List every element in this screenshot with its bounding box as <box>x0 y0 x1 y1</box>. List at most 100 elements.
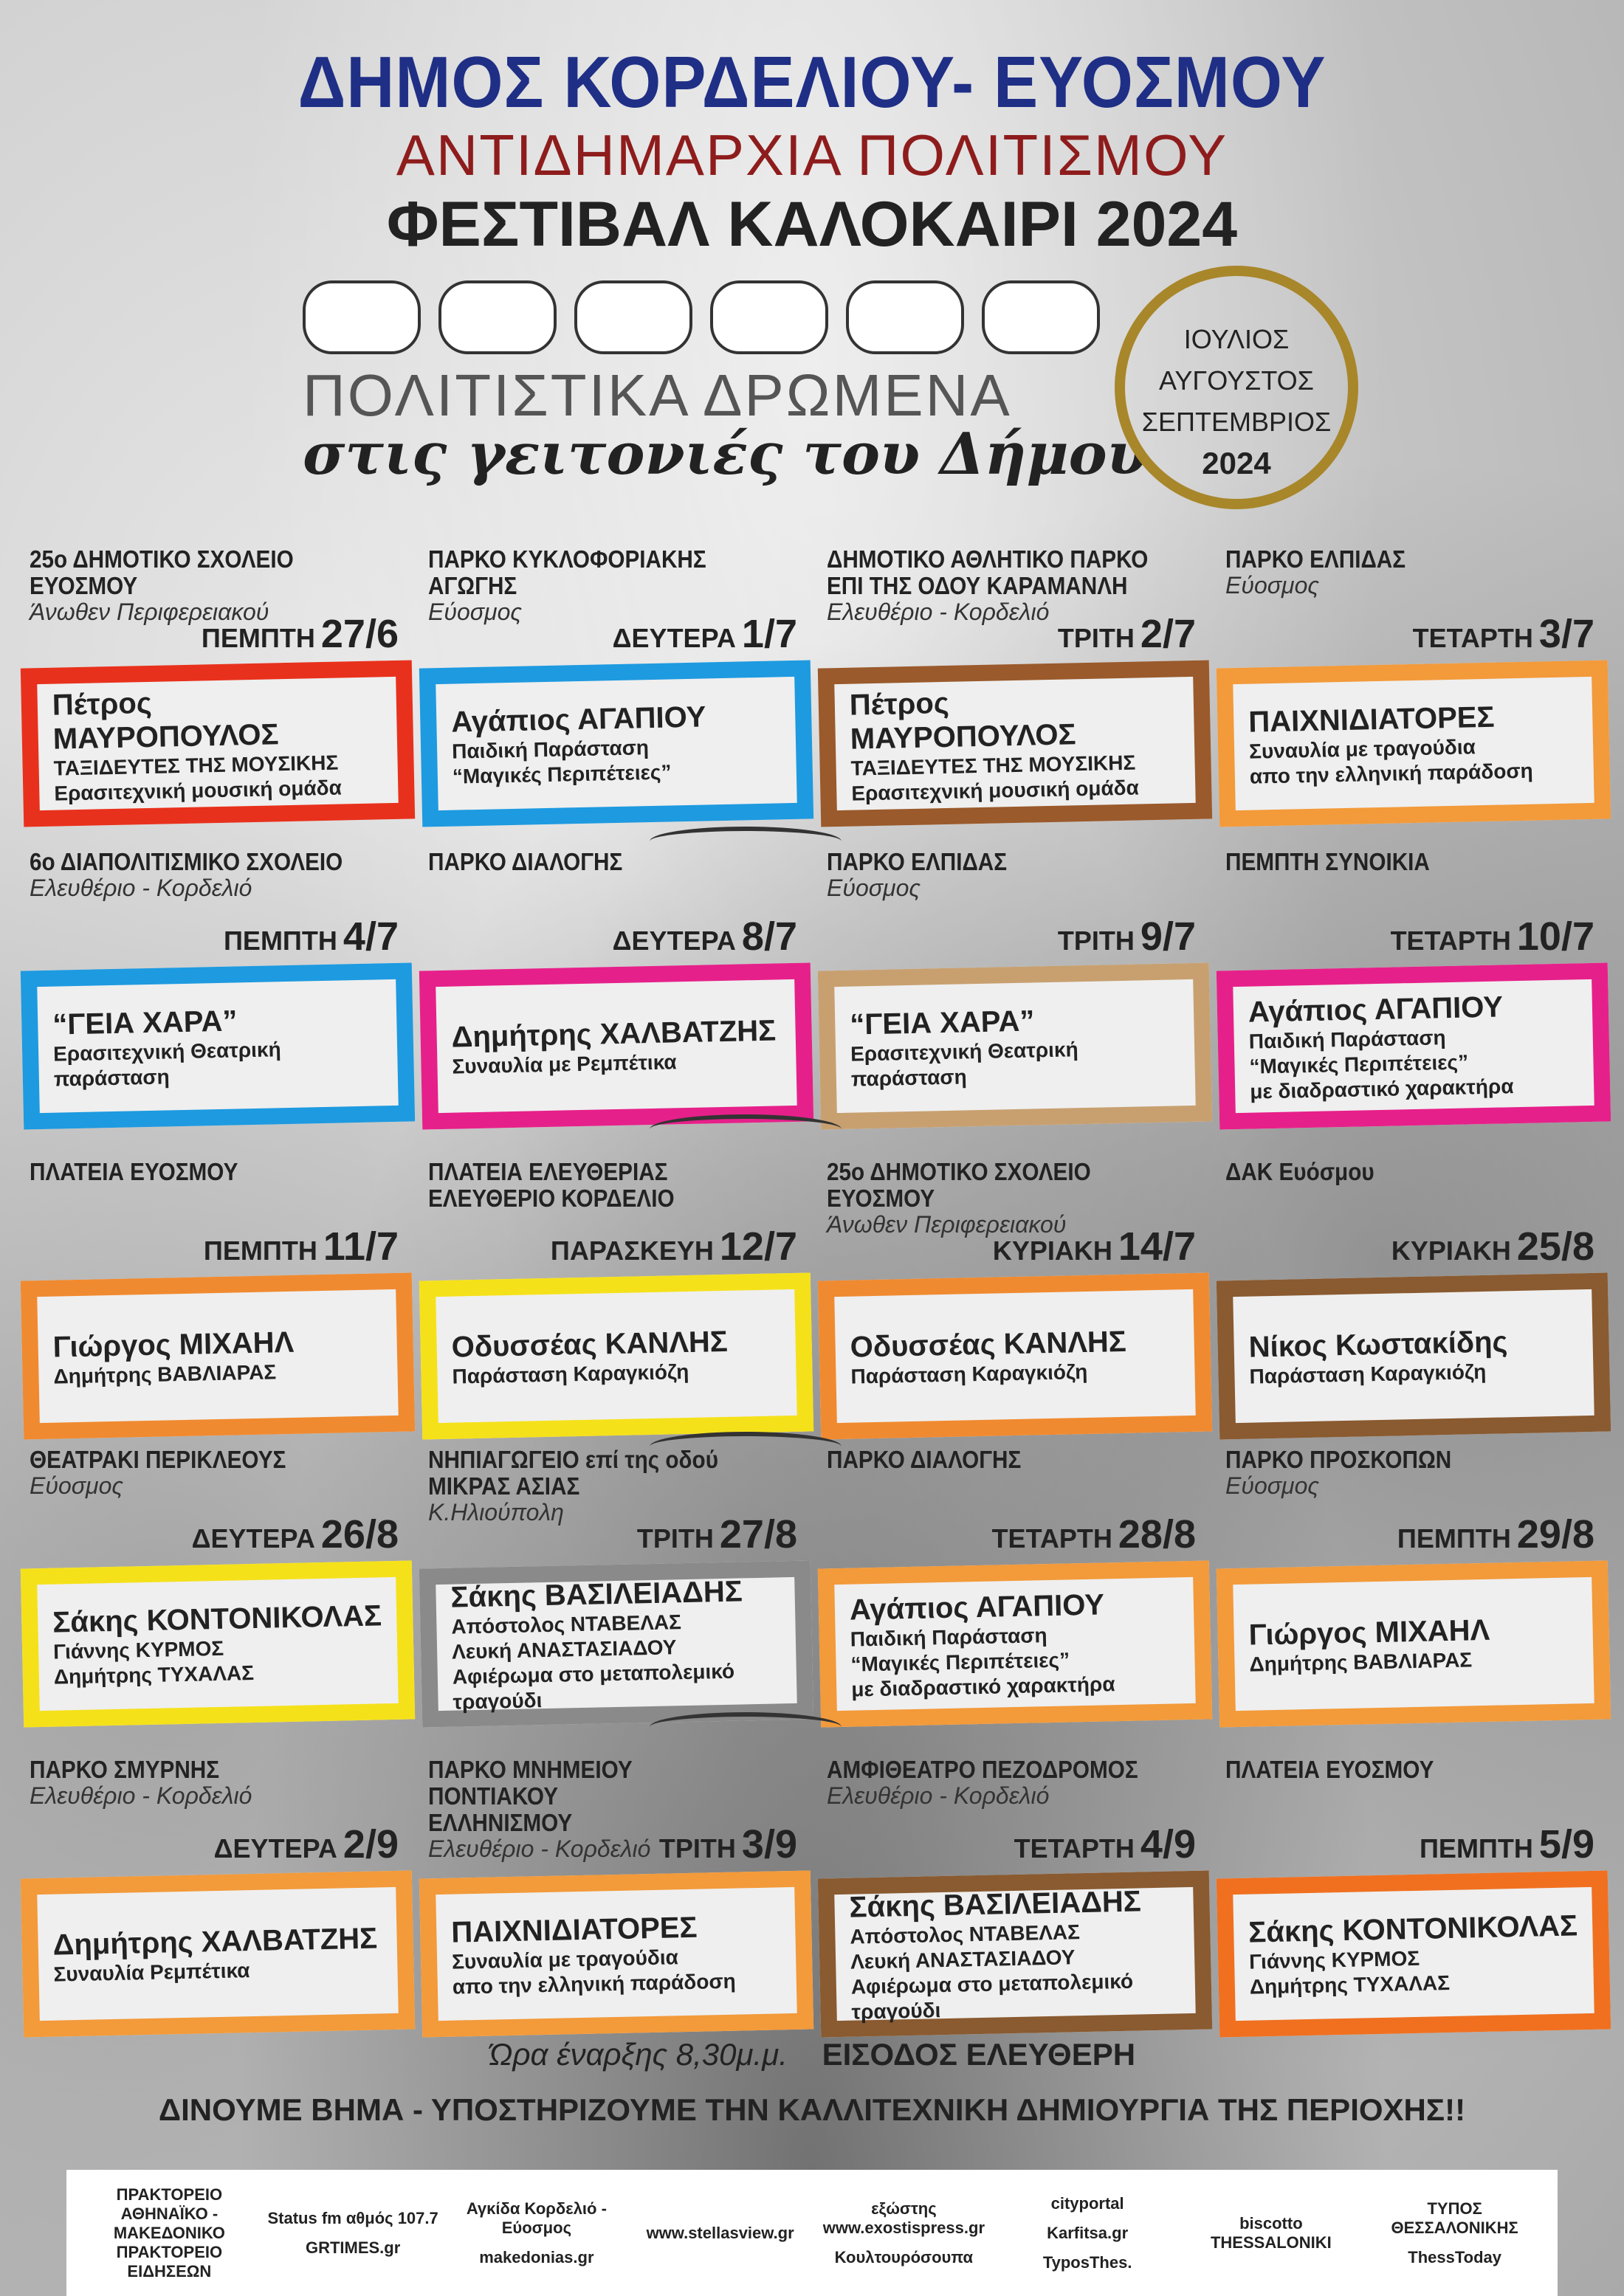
event-date: ΠΕΜΠΤΗ 29/8 <box>1397 1511 1594 1557</box>
swirl-divider <box>650 1712 842 1742</box>
event-card: ΝΗΠΙΑΓΩΓΕΙΟ επί της οδού ΜΙΚΡΑΣ ΑΣΙΑΣ Κ.Ηλ… <box>413 1447 814 1757</box>
department-title: ΑΝΤΙΔΗΜΑΡΧΙΑ ΠΟΛΙΤΙΣΜΟΥ <box>396 123 1228 187</box>
event-date: ΚΥΡΙΑΚΗ 25/8 <box>1391 1224 1594 1269</box>
event-header: ΠΑΡΚΟ ΕΛΠΙΔΑΣ Εύοσμος ΤΡΙΤΗ 9/7 <box>827 849 1203 959</box>
venue-area: Ελευθέριο - Κορδελιό <box>827 1782 1050 1809</box>
event-header: ΠΛΑΤΕΙΑ ΕΥΟΣΜΟΥ ΠΕΜΠΤΗ 11/7 <box>30 1159 406 1269</box>
event-day: ΠΕΜΠΤΗ <box>203 1235 317 1266</box>
choir-icon <box>846 280 964 354</box>
performer-box: ΠΑΙΧΝΙΔΙΑΤΟΡΕΣ Συναυλία με τραγούδια απο τ… <box>419 1870 814 2038</box>
event-header: ΝΗΠΙΑΓΩΓΕΙΟ επί της οδού ΜΙΚΡΑΣ ΑΣΙΑΣ Κ.Ηλ… <box>428 1447 805 1557</box>
event-date-value: 1/7 <box>741 612 797 656</box>
event-date: ΠΕΜΠΤΗ 11/7 <box>204 1224 399 1269</box>
venue-name: 25ο ΔΗΜΟΤΙΚΟ ΣΧΟΛΕΙΟ ΕΥΟΣΜΟΥ <box>827 1158 1091 1212</box>
venue-name: ΘΕΑΤΡΑΚΙ ΠΕΡΙΚΛΕΟΥΣ <box>30 1446 286 1473</box>
event-date: ΠΕΜΠΤΗ 5/9 <box>1420 1821 1594 1867</box>
event-header: ΠΛΑΤΕΙΑ ΕΛΕΥΘΕΡΙΑΣ ΕΛΕΥΘΕΡΙΟ ΚΟΡΔΕΛΙΟ ΠΑΡΑ… <box>428 1159 805 1269</box>
event-day: ΤΕΤΑΡΤΗ <box>1412 623 1533 653</box>
event-date: ΤΡΙΤΗ 9/7 <box>1058 914 1196 959</box>
event-date: ΤΕΤΑΡΤΗ 10/7 <box>1391 914 1594 959</box>
event-card: ΠΛΑΤΕΙΑ ΕΥΟΣΜΟΥ ΠΕΜΠΤΗ 5/9 Σάκης ΚΟΝΤΟΝΙΚΟΛ… <box>1211 1757 1611 2066</box>
venue-name: ΕΠΙ ΤΗΣ ΟΔΟΥ ΚΑΡΑΜΑΝΛΗ <box>827 572 1128 599</box>
event-date-value: 8/7 <box>741 914 797 959</box>
event-date: ΠΕΜΠΤΗ 4/7 <box>224 914 399 959</box>
month: ΑΥΓΟΥΣΤΟΣ <box>1159 365 1314 396</box>
event-header: 6ο ΔΙΑΠΟΛΙΤΙΣΜΙΚΟ ΣΧΟΛΕΙΟ Ελευθέριο - Κορ… <box>30 849 406 959</box>
event-day: ΔΕΥΤΕΡΑ <box>612 925 736 956</box>
period-badge: ΙΟΥΛΙΟΣ ΑΥΓΟΥΣΤΟΣ ΣΕΠΤΕΜΒΡΙΟΣ 2024 <box>1115 266 1358 509</box>
sponsor-logo: ThessToday <box>1408 2247 1501 2266</box>
event-date: ΚΥΡΙΑΚΗ 14/7 <box>993 1224 1196 1269</box>
event-day: ΚΥΡΙΑΚΗ <box>1391 1235 1511 1266</box>
venue-name: ΕΛΛΗΝΙΣΜΟΥ <box>428 1809 573 1836</box>
event-date-value: 3/7 <box>1538 612 1594 656</box>
venue-name: ΠΑΡΚΟ ΕΛΠΙΔΑΣ <box>827 848 1008 875</box>
theatre-masks-icon <box>710 280 828 354</box>
event-day: ΤΡΙΤΗ <box>1057 623 1135 653</box>
event-date: ΔΕΥΤΕΡΑ 26/8 <box>192 1511 399 1557</box>
event-day: ΠΕΜΠΤΗ <box>1397 1523 1511 1554</box>
event-date-value: 2/9 <box>343 1822 399 1866</box>
event-day: ΔΕΥΤΕΡΑ <box>213 1833 337 1864</box>
sponsor-logo-group: biscotto THESSALONIKI <box>1183 2214 1360 2252</box>
municipality-title: ΔΗΜΟΣ ΚΟΡΔΕΛΙΟΥ- ΕΥΟΣΜΟΥ <box>297 41 1327 123</box>
sponsor-logo: ΤΥΠΟΣ ΘΕΣΣΑΛΟΝΙΚΗΣ <box>1391 2199 1518 2237</box>
sponsor-logo-group: www.stellasview.gr <box>632 2224 808 2243</box>
performer-box: Σάκης ΒΑΣΙΛΕΙΑΔΗΣ Απόστολος ΝΤΑΒΕΛΑΣ Λευκή… <box>817 1870 1213 2038</box>
start-time: Ώρα έναρξης 8,30μ.μ. <box>488 2037 788 2072</box>
event-date-value: 5/9 <box>1538 1822 1594 1866</box>
event-card: ΠΛΑΤΕΙΑ ΕΛΕΥΘΕΡΙΑΣ ΕΛΕΥΘΕΡΙΟ ΚΟΡΔΕΛΙΟ ΠΑΡΑ… <box>413 1159 814 1469</box>
performer-box: Οδυσσέας ΚΑΝΛΗΣ Παράσταση Καραγκιόζη <box>817 1272 1213 1440</box>
sponsor-logo: cityportal <box>1050 2193 1124 2213</box>
performer-box: ΠΑΙΧΝΙΔΙΑΤΟΡΕΣ Συναυλία με τραγούδια απο τ… <box>1216 660 1611 827</box>
event-card: ΔΗΜΟΤΙΚΟ ΑΘΛΗΤΙΚΟ ΠΑΡΚΟ ΕΠΙ ΤΗΣ ΟΔΟΥ ΚΑΡΑ… <box>812 545 1213 856</box>
performer-box: “ΓΕΙΑ ΧΑΡΑ” Ερασιτεχνική Θεατρική παράστασ… <box>817 962 1213 1130</box>
performer-box: Γιώργος ΜΙΧΑΗΛ Δημήτρης ΒΑΒΛΙΑΡΑΣ <box>20 1272 416 1440</box>
performer-box: Αγάπιος ΑΓΑΠΙΟΥ Παιδική Παράσταση “Μαγικές… <box>817 1560 1213 1728</box>
event-date-value: 10/7 <box>1516 914 1594 959</box>
event-day: ΤΡΙΤΗ <box>1057 925 1135 956</box>
performer-box: “ΓΕΙΑ ΧΑΡΑ” Ερασιτεχνική Θεατρική παράστασ… <box>20 962 416 1130</box>
event-card: ΘΕΑΤΡΑΚΙ ΠΕΡΙΚΛΕΟΥΣ Εύοσμος ΔΕΥΤΕΡΑ 26/8 Σάκ… <box>15 1446 416 1757</box>
performer-box: Νίκος Κωστακίδης Παράσταση Καραγκιόζη <box>1216 1272 1611 1440</box>
event-date: ΤΕΤΑΡΤΗ 28/8 <box>992 1511 1196 1557</box>
sponsor-logo: Αγκίδα Κορδελιό - Εύοσμος <box>466 2199 607 2237</box>
venue-name: ΔΗΜΟΤΙΚΟ ΑΘΛΗΤΙΚΟ ΠΑΡΚΟ <box>827 545 1149 573</box>
event-day: ΠΕΜΠΤΗ <box>223 925 337 956</box>
event-card: ΠΑΡΚΟ ΚΥΚΛΟΦΟΡΙΑΚΗΣ ΑΓΩΓΗΣ Εύοσμος ΔΕΥΤΕΡΑ 1… <box>413 546 814 856</box>
venue-name: ΠΛΑΤΕΙΑ ΕΥΟΣΜΟΥ <box>30 1158 238 1185</box>
event-card: 6ο ΔΙΑΠΟΛΙΤΙΣΜΙΚΟ ΣΧΟΛΕΙΟ Ελευθέριο - Κορ… <box>15 849 416 1159</box>
event-day: ΔΕΥΤΕΡΑ <box>191 1523 315 1554</box>
venue-name: ΠΑΡΚΟ ΣΜΥΡΝΗΣ <box>30 1756 220 1783</box>
swirl-divider <box>650 1114 842 1144</box>
event-date: ΤΡΙΤΗ 3/9 <box>659 1821 797 1867</box>
event-date-value: 4/9 <box>1140 1822 1196 1866</box>
swirl-divider <box>650 827 842 856</box>
event-card: ΠΑΡΚΟ ΕΛΠΙΔΑΣ Εύοσμος ΤΡΙΤΗ 9/7 “ΓΕΙΑ ΧΑΡΑ” Ε… <box>812 849 1213 1159</box>
venue-name: ΑΜΦΙΘΕΑΤΡΟ ΠΕΖΟΔΡΟΜΟΣ <box>827 1756 1138 1783</box>
venue-name: ΠΑΡΚΟ ΕΛΠΙΔΑΣ <box>1225 545 1406 573</box>
venue-area: Εύοσμος <box>30 1472 123 1499</box>
event-day: ΤΕΤΑΡΤΗ <box>1390 925 1511 956</box>
venue-name: ΠΑΡΚΟ ΔΙΑΛΟΓΗΣ <box>428 848 623 875</box>
venue-name: ΠΛΑΤΕΙΑ ΕΛΕΥΘΕΡΙΑΣ <box>428 1158 668 1185</box>
venue-area: Εύοσμος <box>827 875 921 901</box>
event-date: ΠΕΜΠΤΗ 27/6 <box>202 611 399 657</box>
event-card: ΠΑΡΚΟ ΕΛΠΙΔΑΣ Εύοσμος ΤΕΤΑΡΤΗ 3/7 ΠΑΙΧΝΙΔΙΑΤ… <box>1211 545 1611 856</box>
sponsor-logo-group: ΤΥΠΟΣ ΘΕΣΣΑΛΟΝΙΚΗΣ ThessToday <box>1366 2199 1543 2267</box>
book-icon <box>574 280 692 354</box>
venue-area: Ελευθέριο - Κορδελιό <box>30 875 252 901</box>
event-date-value: 27/6 <box>320 612 399 656</box>
venue-name: ΠΑΡΚΟ ΜΝΗΜΕΙΟΥ ΠΟΝΤΙΑΚΟΥ <box>428 1756 633 1810</box>
sponsor-logo: GRTIMES.gr <box>305 2238 401 2257</box>
performer-box: Σάκης ΚΟΝΤΟΝΙΚΟΛΑΣ Γιάννης ΚΥΡΜΟΣ Δημήτρης… <box>20 1560 416 1728</box>
event-header: ΠΑΡΚΟ ΣΜΥΡΝΗΣ Ελευθέριο - Κορδελιό ΔΕΥΤΕΡΑ… <box>30 1757 406 1867</box>
event-date: ΔΕΥΤΕΡΑ 8/7 <box>613 914 797 959</box>
event-day: ΠΕΜΠΤΗ <box>201 623 315 653</box>
venue-name: 6ο ΔΙΑΠΟΛΙΤΙΣΜΙΚΟ ΣΧΟΛΕΙΟ <box>30 848 343 875</box>
venue-name: ΠΑΡΚΟ ΔΙΑΛΟΓΗΣ <box>827 1446 1022 1473</box>
venue-area: Άνωθεν Περιφερειακού <box>827 1211 1067 1238</box>
month: ΙΟΥΛΙΟΣ <box>1183 324 1290 354</box>
year: 2024 <box>1202 446 1271 480</box>
event-date: ΔΕΥΤΕΡΑ 2/9 <box>214 1821 399 1867</box>
